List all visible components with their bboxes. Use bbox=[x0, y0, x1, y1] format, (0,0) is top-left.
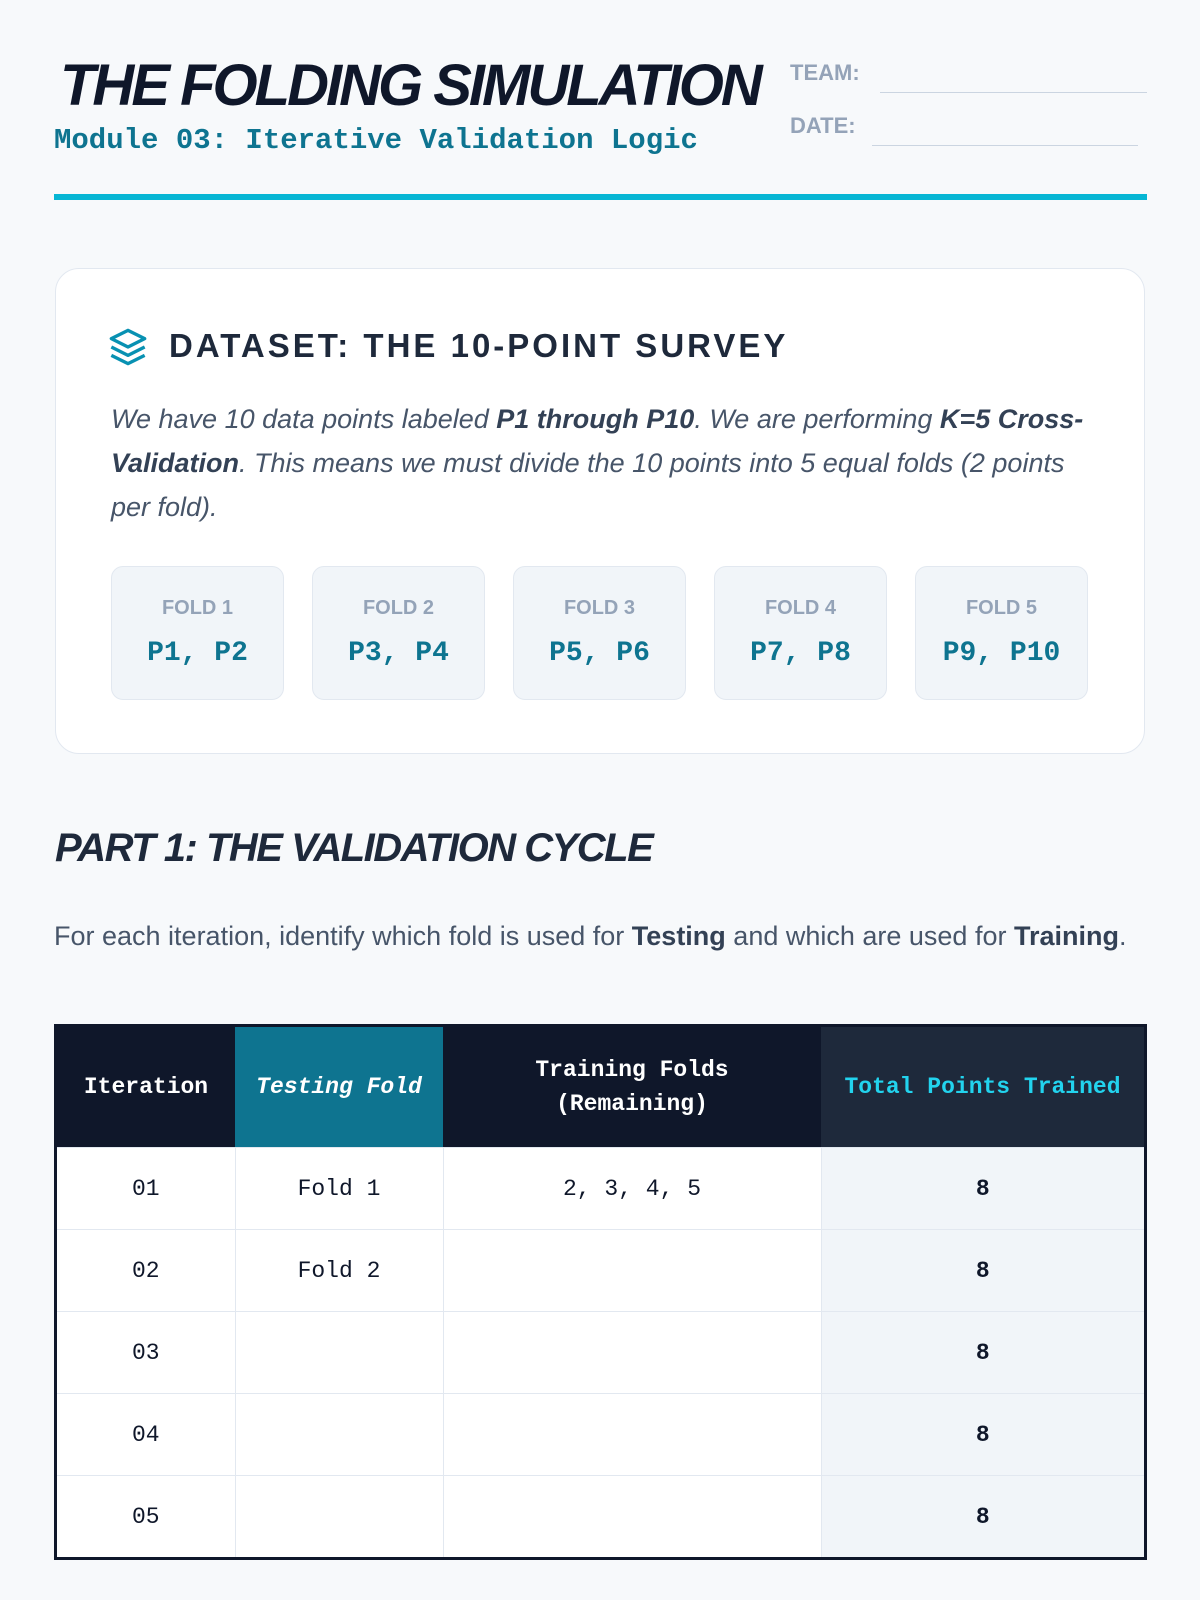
table-row: 04 8 bbox=[55, 1393, 1146, 1476]
header-row: Iteration Testing Fold Training Folds (Rem… bbox=[55, 1025, 1146, 1148]
column-header: Total Points Trained bbox=[821, 1025, 1146, 1148]
fold-label: FOLD 1 bbox=[161, 597, 234, 619]
field-line bbox=[880, 92, 1147, 93]
dataset-card: DATASET: THE 10-POINT SURVEY We have 10 … bbox=[55, 268, 1145, 754]
field-label: TEAM: bbox=[790, 60, 860, 85]
table-cell: 2, 3, 4, 5 bbox=[442, 1147, 822, 1230]
fold-label: FOLD 4 bbox=[764, 597, 837, 619]
table-cell: 8 bbox=[820, 1393, 1146, 1476]
table-cell: 05 bbox=[55, 1475, 236, 1559]
dataset-title: DATASET: THE 10-POINT SURVEY bbox=[169, 327, 789, 364]
section-title: PART 1: THE VALIDATION CYCLE bbox=[55, 826, 654, 870]
subtitle: Module 03: Iterative Validation Logic bbox=[54, 124, 698, 157]
table-cell: 8 bbox=[820, 1147, 1146, 1230]
table-cell: Fold 1 bbox=[234, 1147, 444, 1230]
table-cell bbox=[442, 1229, 822, 1312]
title: THE FOLDING SIMULATION bbox=[60, 53, 763, 118]
fold-card: FOLD 5 P9, P10 bbox=[915, 566, 1088, 700]
table-cell: Fold 2 bbox=[234, 1229, 444, 1312]
fold-list: FOLD 1 P1, P2 FOLD 2 P3, P4 FOLD 3 P5, P6 FOLD… bbox=[111, 566, 1088, 700]
table-cell bbox=[234, 1393, 444, 1476]
text-bold: Testing bbox=[631, 921, 726, 951]
table-row: 03 8 bbox=[55, 1311, 1146, 1394]
text: We have 10 data points labeled bbox=[111, 404, 497, 434]
field-line bbox=[872, 145, 1138, 146]
table-cell bbox=[234, 1311, 444, 1394]
instruction: For each iteration, identify which fold … bbox=[54, 916, 1134, 956]
text: For each iteration, identify which fold … bbox=[54, 921, 632, 951]
divider bbox=[54, 194, 1147, 200]
fold-card: FOLD 3 P5, P6 bbox=[513, 566, 686, 700]
table-cell: 8 bbox=[820, 1475, 1146, 1559]
table-cell: 01 bbox=[55, 1147, 236, 1230]
dataset-description: We have 10 data points labeled P1 throug… bbox=[111, 397, 1091, 529]
fold-card: FOLD 2 P3, P4 bbox=[312, 566, 485, 700]
text: . bbox=[1118, 921, 1127, 951]
fold-points: P1, P2 bbox=[147, 638, 248, 669]
text: and which are used for bbox=[725, 921, 1014, 951]
field-label: DATE: bbox=[790, 113, 856, 138]
table-cell bbox=[442, 1393, 822, 1476]
table-cell: 02 bbox=[55, 1229, 236, 1312]
text-bold: P1 through P10 bbox=[496, 404, 695, 434]
text: . We are performing bbox=[694, 404, 940, 434]
fold-points: P7, P8 bbox=[750, 638, 851, 669]
table-cell: 04 bbox=[55, 1393, 236, 1476]
text-bold: Training bbox=[1013, 921, 1119, 951]
fold-card: FOLD 4 P7, P8 bbox=[714, 566, 887, 700]
fold-points: P5, P6 bbox=[549, 638, 650, 669]
column-header: Iteration bbox=[55, 1025, 235, 1148]
table-cell: 8 bbox=[820, 1229, 1146, 1312]
fold-label: FOLD 3 bbox=[563, 597, 636, 619]
text-bold: K=5 Cross-Validation bbox=[111, 404, 1084, 478]
table-cell bbox=[234, 1475, 444, 1559]
table-cell bbox=[442, 1311, 822, 1394]
column-header: Testing Fold bbox=[235, 1025, 443, 1148]
fold-points: P9, P10 bbox=[942, 638, 1061, 669]
fold-points: P3, P4 bbox=[348, 638, 449, 669]
validation-table: Iteration Testing Fold Training Folds (Rem… bbox=[54, 1024, 1147, 1560]
fold-label: FOLD 5 bbox=[965, 597, 1038, 619]
column-header: Training Folds (Remaining) bbox=[443, 1025, 821, 1148]
table-cell: 03 bbox=[55, 1311, 236, 1394]
table-cell: 8 bbox=[820, 1311, 1146, 1394]
table-cell bbox=[442, 1475, 822, 1559]
table-row: 05 8 bbox=[55, 1475, 1146, 1559]
layers-icon bbox=[109, 328, 147, 366]
table-row: 02 Fold 2 8 bbox=[55, 1229, 1146, 1312]
text: . This means we must divide the 10 point… bbox=[111, 448, 1065, 522]
fold-card: FOLD 1 P1, P2 bbox=[111, 566, 284, 700]
fold-label: FOLD 2 bbox=[362, 597, 435, 619]
